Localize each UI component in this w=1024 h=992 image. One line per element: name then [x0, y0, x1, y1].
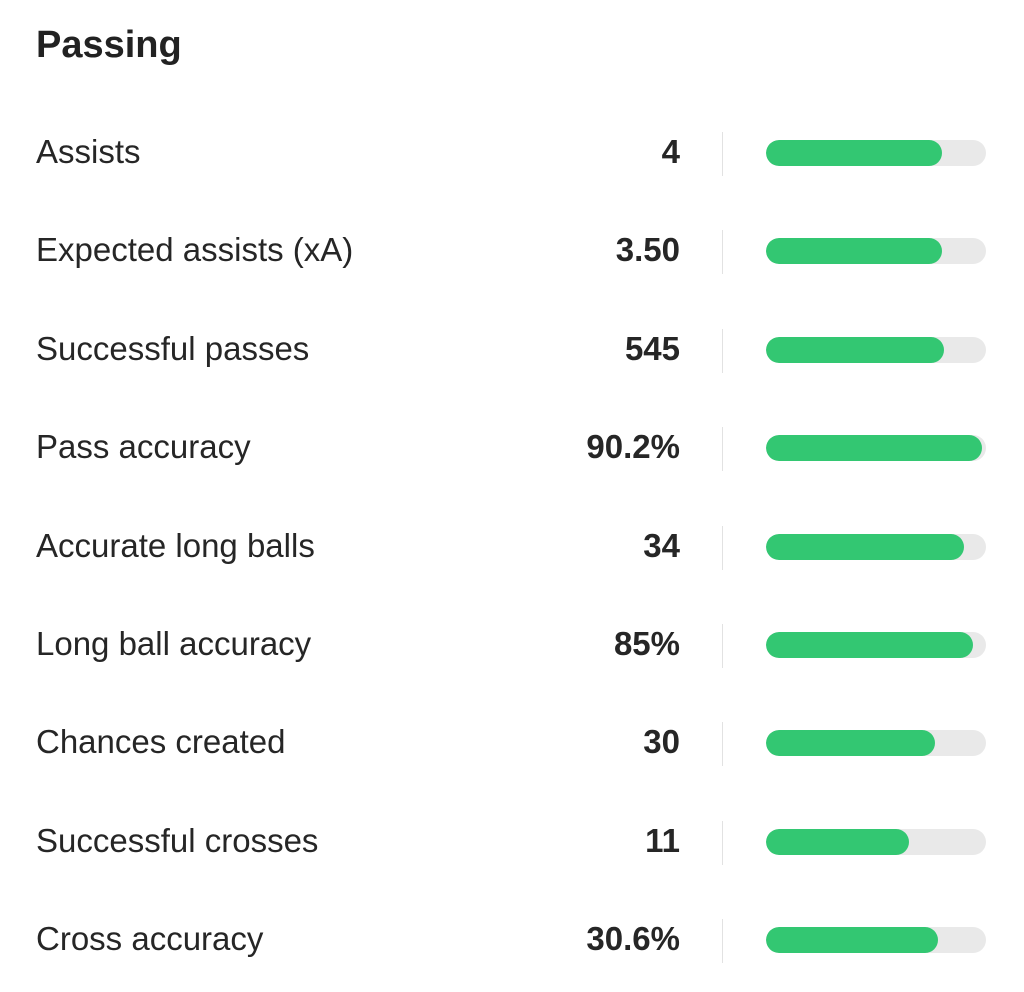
percentile-bar-fill — [766, 927, 938, 954]
percentile-bar-fill — [766, 533, 964, 560]
stat-label: Chances created — [36, 723, 286, 761]
percentile-bar-fill — [766, 336, 945, 363]
stat-row-assists[interactable]: Assists 4 — [0, 104, 1024, 202]
percentile-bar — [766, 927, 986, 954]
stat-value: 4 — [661, 133, 680, 170]
percentile-bar — [766, 533, 986, 560]
stat-row-cross-accuracy[interactable]: Cross accuracy 30.6% — [0, 891, 1024, 989]
percentile-bar — [766, 435, 986, 462]
stat-value: 30 — [643, 723, 680, 761]
stat-value: 85% — [613, 624, 680, 662]
stat-label: Pass accuracy — [36, 428, 251, 466]
stat-row-pass-accuracy[interactable]: Pass accuracy 90.2% — [0, 399, 1024, 497]
divider — [722, 427, 723, 472]
stat-row-successful-crosses[interactable]: Successful crosses 11 — [0, 793, 1024, 891]
section-title: Passing — [36, 24, 182, 66]
divider — [722, 328, 723, 373]
divider — [722, 820, 723, 865]
stat-label: Long ball accuracy — [36, 624, 312, 662]
stat-label: Successful passes — [36, 329, 310, 367]
percentile-bar-fill — [766, 828, 909, 855]
stat-value: 90.2% — [586, 428, 680, 466]
stat-label: Accurate long balls — [36, 526, 315, 564]
stat-label: Successful crosses — [36, 821, 319, 859]
percentile-bar-fill — [766, 730, 936, 757]
divider — [722, 623, 723, 668]
stat-list: Assists 4 Expected assists (xA) 3.50 Suc… — [0, 104, 1024, 990]
percentile-bar-fill — [766, 631, 973, 658]
divider — [722, 230, 723, 275]
percentile-bar — [766, 238, 986, 265]
percentile-bar-fill — [766, 435, 982, 462]
divider — [722, 919, 723, 964]
percentile-bar — [766, 336, 986, 363]
percentile-bar — [766, 730, 986, 757]
stat-label: Expected assists (xA) — [36, 231, 354, 269]
divider — [722, 722, 723, 767]
stat-row-chances-created[interactable]: Chances created 30 — [0, 694, 1024, 792]
stat-value: 3.50 — [615, 231, 680, 269]
stat-row-expected-assists[interactable]: Expected assists (xA) 3.50 — [0, 202, 1024, 300]
stat-row-accurate-long-balls[interactable]: Accurate long balls 34 — [0, 498, 1024, 596]
stat-value: 11 — [645, 821, 680, 859]
stat-row-long-ball-accuracy[interactable]: Long ball accuracy 85% — [0, 596, 1024, 694]
percentile-bar-fill — [766, 140, 942, 166]
stat-row-successful-passes[interactable]: Successful passes 545 — [0, 301, 1024, 399]
divider — [722, 132, 723, 176]
stat-value: 545 — [624, 329, 680, 367]
stat-value: 30.6% — [586, 920, 680, 958]
percentile-bar — [766, 631, 986, 658]
stat-label: Assists — [36, 133, 141, 170]
percentile-bar — [766, 140, 986, 166]
stat-label: Cross accuracy — [36, 920, 264, 958]
stat-value: 34 — [643, 526, 680, 564]
percentile-bar — [766, 828, 986, 855]
percentile-bar-fill — [766, 238, 942, 265]
divider — [722, 525, 723, 570]
